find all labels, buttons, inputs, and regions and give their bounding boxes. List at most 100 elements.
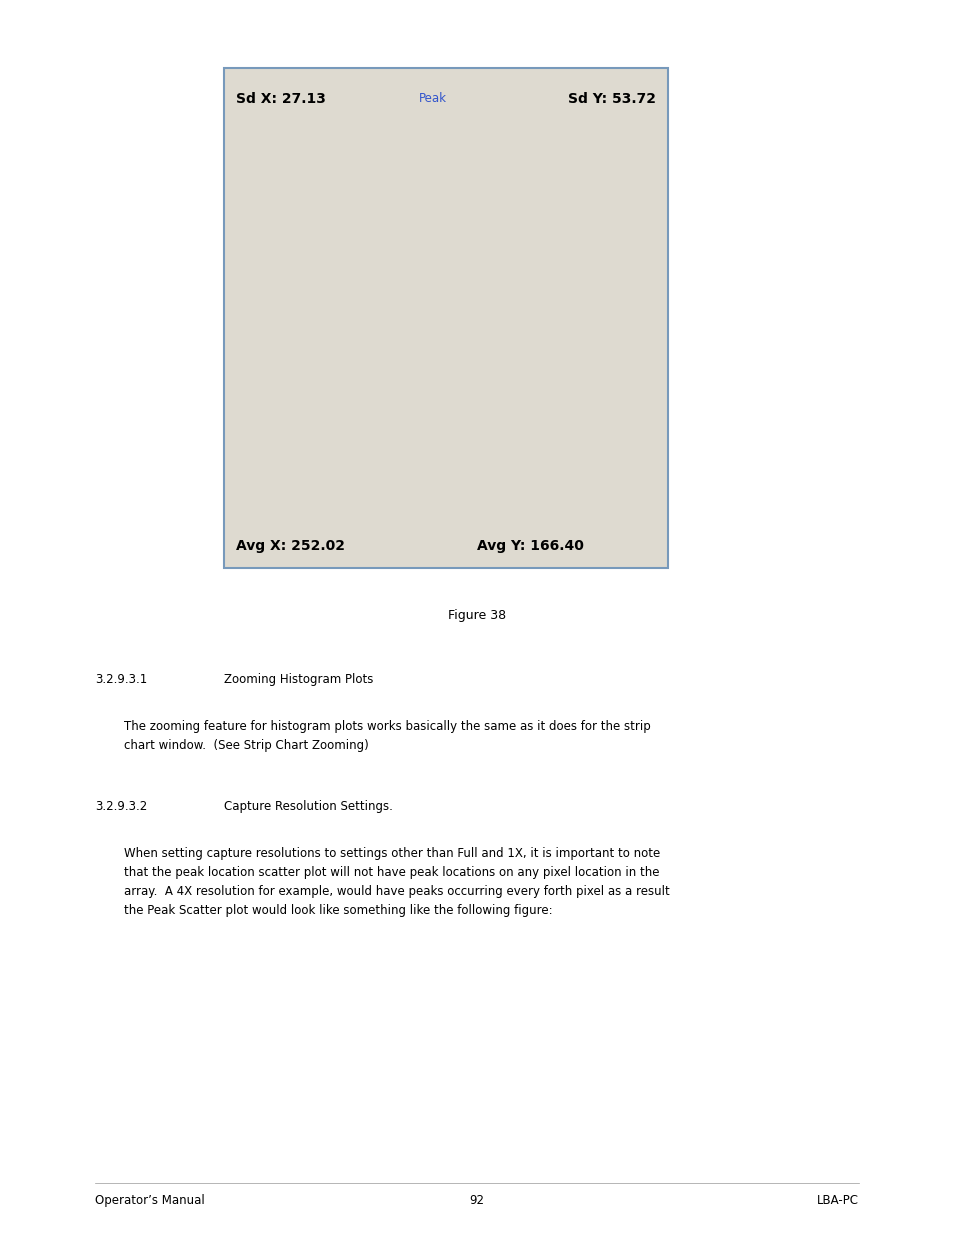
Text: Sd Y: 53.72: Sd Y: 53.72 (568, 91, 656, 106)
Point (373, 457, 388, 477)
Point (373, 305, 388, 325)
Point (365, 410, 380, 430)
Point (369, 401, 384, 421)
Point (383, 424, 398, 443)
Point (355, 396, 371, 416)
Point (383, 161, 398, 180)
Point (341, 351, 356, 370)
Point (481, 254, 497, 274)
Point (590, 165, 605, 185)
Point (377, 305, 393, 325)
Point (369, 194, 384, 214)
Point (373, 329, 388, 348)
Point (373, 278, 388, 298)
Point (441, 305, 456, 325)
Point (365, 238, 380, 258)
Point (441, 284, 456, 304)
Point (429, 295, 444, 315)
Point (377, 373, 393, 393)
Point (377, 346, 393, 366)
Point (365, 379, 380, 399)
Point (317, 329, 333, 348)
Point (323, 284, 338, 304)
Point (355, 233, 371, 253)
Point (305, 305, 320, 325)
Point (477, 363, 493, 383)
Point (355, 183, 371, 203)
Point (359, 452, 375, 472)
Point (377, 317, 393, 337)
Text: Capture Resolution Settings.: Capture Resolution Settings. (224, 800, 393, 814)
Point (355, 284, 371, 304)
Point (311, 295, 326, 315)
Point (383, 326, 398, 346)
Text: LBA-PC: LBA-PC (816, 1194, 858, 1207)
Point (393, 161, 408, 180)
Point (359, 300, 375, 320)
Point (383, 363, 398, 383)
Text: Sd X: 27.13: Sd X: 27.13 (235, 91, 325, 106)
Point (355, 368, 371, 388)
Point (365, 351, 380, 370)
Point (387, 289, 402, 309)
Point (355, 430, 371, 450)
Point (383, 305, 398, 325)
Point (374, 161, 389, 180)
Point (373, 419, 388, 438)
Point (477, 329, 493, 348)
Point (419, 284, 435, 304)
Point (496, 262, 511, 282)
Point (383, 249, 398, 269)
Point (377, 363, 393, 383)
Point (365, 199, 380, 219)
Point (568, 170, 583, 190)
Point (369, 317, 384, 337)
Point (359, 245, 375, 264)
Text: Avg Y: 166.40: Avg Y: 166.40 (476, 538, 583, 553)
Point (383, 278, 398, 298)
Point (432, 317, 447, 337)
Point (387, 228, 402, 248)
Point (373, 183, 388, 203)
Point (450, 333, 465, 353)
Point (365, 152, 380, 172)
Point (469, 351, 484, 370)
Point (369, 474, 384, 494)
Point (487, 373, 502, 393)
Point (359, 178, 375, 198)
Text: Avg X: 252.02: Avg X: 252.02 (235, 538, 344, 553)
Point (355, 373, 370, 393)
Point (387, 211, 402, 231)
Point (387, 233, 402, 253)
Point (373, 141, 388, 161)
Point (355, 254, 371, 274)
Point (355, 165, 371, 185)
Point (365, 447, 380, 467)
Point (474, 278, 489, 298)
Text: Zooming Histogram Plots: Zooming Histogram Plots (224, 673, 374, 687)
Point (469, 312, 484, 332)
Point (359, 272, 375, 291)
Point (373, 249, 388, 269)
Point (347, 363, 362, 383)
Point (387, 249, 402, 269)
Text: Operator’s Manual: Operator’s Manual (95, 1194, 205, 1207)
X-axis label: X: X (463, 525, 471, 535)
Point (383, 389, 398, 409)
Text: Figure 38: Figure 38 (448, 609, 505, 621)
Point (387, 211, 402, 231)
Point (355, 469, 371, 489)
Point (359, 384, 375, 404)
Point (369, 258, 384, 278)
Point (377, 278, 393, 298)
Point (369, 373, 384, 393)
Point (559, 161, 575, 180)
Point (377, 262, 393, 282)
Point (365, 322, 380, 342)
Point (383, 169, 398, 189)
Point (365, 228, 380, 248)
Point (359, 414, 375, 433)
Point (377, 401, 393, 421)
Point (369, 435, 384, 454)
Point (377, 204, 393, 224)
